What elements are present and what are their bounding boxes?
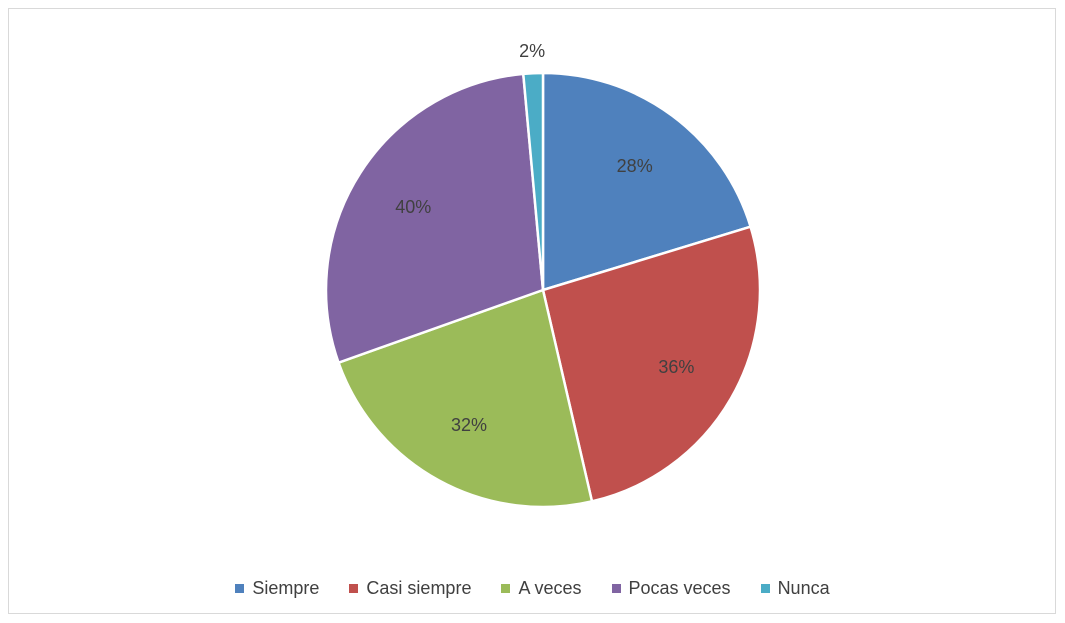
pie-slice-a-veces bbox=[336, 288, 594, 509]
legend-label-a-veces: A veces bbox=[518, 577, 582, 598]
pie-slice-siempre bbox=[541, 71, 753, 292]
legend-swatch-pocas-veces bbox=[611, 583, 621, 593]
pie-slice-pocas-veces bbox=[324, 72, 545, 365]
legend-swatch-nunca bbox=[760, 583, 770, 593]
pie-slice-casi-siempre bbox=[541, 225, 762, 503]
data-label-nunca: 2% bbox=[519, 41, 545, 61]
legend-label-nunca: Nunca bbox=[777, 577, 830, 598]
legend-item-nunca: Nunca bbox=[760, 577, 830, 599]
pie-slice-nunca bbox=[521, 71, 545, 291]
legend-item-a-veces: A veces bbox=[501, 577, 582, 599]
legend-item-casi-siempre: Casi siempre bbox=[349, 578, 471, 599]
data-label-casi-siempre: 36% bbox=[658, 357, 694, 377]
data-label-a-veces: 32% bbox=[451, 415, 487, 435]
legend-label-siempre: Siempre bbox=[252, 577, 320, 598]
legend-swatch-casi-siempre bbox=[349, 583, 359, 593]
legend-swatch-a-veces bbox=[501, 583, 511, 593]
chart-legend: Siempre Casi siempre A veces Pocas veces… bbox=[0, 574, 1065, 602]
legend-label-pocas-veces: Pocas veces bbox=[628, 577, 731, 598]
legend-item-pocas-veces: Pocas veces bbox=[611, 577, 731, 599]
legend-item-siempre: Siempre bbox=[235, 578, 319, 599]
legend-label-casi-siempre: Casi siempre bbox=[366, 577, 472, 598]
data-label-siempre: 28% bbox=[617, 156, 653, 176]
data-label-pocas-veces: 40% bbox=[395, 197, 431, 217]
legend-swatch-siempre bbox=[235, 583, 245, 593]
